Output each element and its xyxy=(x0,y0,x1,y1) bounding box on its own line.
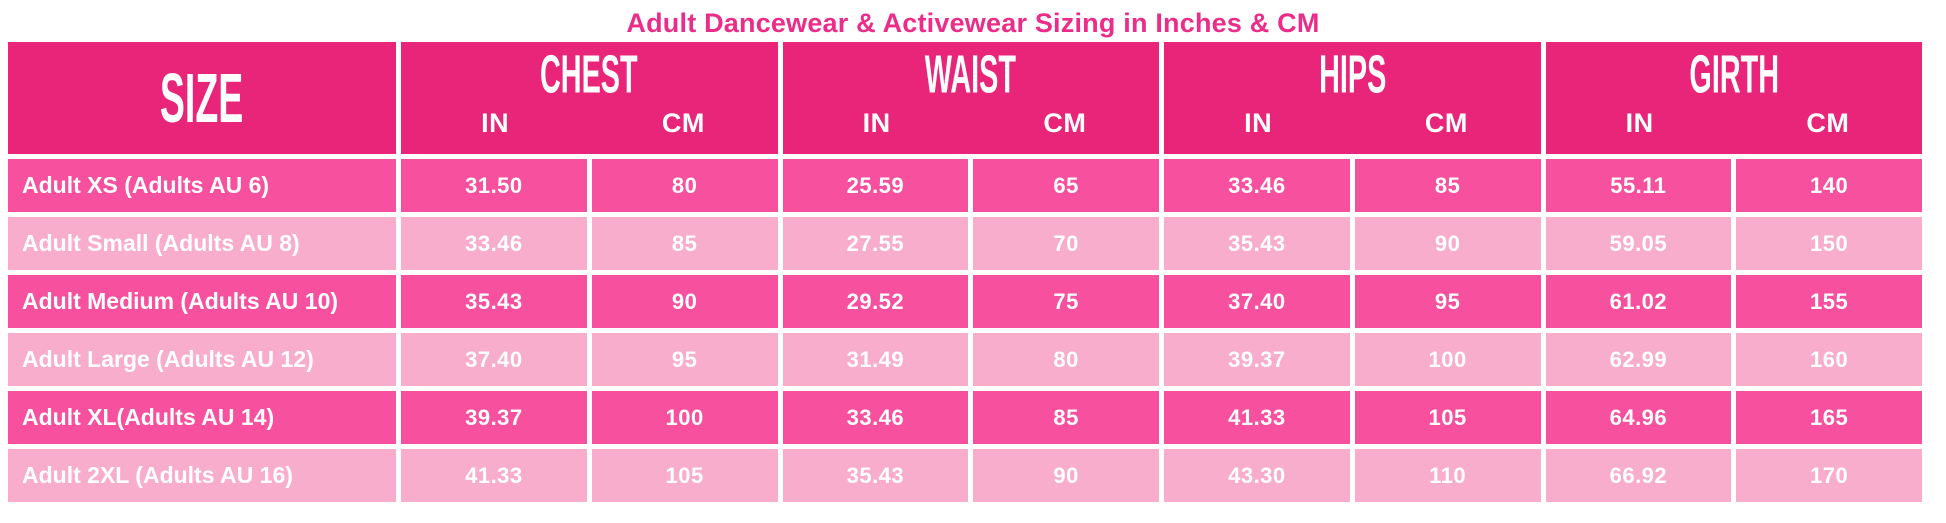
row-0-girth-in: 55.11 xyxy=(1545,159,1732,212)
row-2-chest-in: 35.43 xyxy=(401,275,587,328)
row-1-girth-cm: 150 xyxy=(1736,217,1922,270)
header-waist-label: WAIST xyxy=(925,44,1017,105)
row-0-hips-cm: 85 xyxy=(1354,159,1541,212)
sizing-table: SIZE CHEST IN CM WAIST IN CM HIPS xyxy=(8,42,1922,502)
row-0-waist-in: 25.59 xyxy=(782,159,969,212)
header-waist-in: IN xyxy=(862,108,891,138)
row-4-girth-cm: 165 xyxy=(1736,391,1922,444)
row-3-waist-cm: 80 xyxy=(973,333,1159,386)
row-3-girth-cm: 160 xyxy=(1736,333,1922,386)
header-size-label: SIZE xyxy=(160,58,244,138)
row-4-waist-in: 33.46 xyxy=(782,391,969,444)
row-5-waist-cm: 90 xyxy=(973,449,1159,502)
row-3-waist-in: 31.49 xyxy=(782,333,969,386)
row-1-chest-cm: 85 xyxy=(591,217,778,270)
header-chest-label: CHEST xyxy=(540,44,639,105)
row-4-chest-in: 39.37 xyxy=(401,391,587,444)
row-1-hips-cm: 90 xyxy=(1354,217,1541,270)
row-2-waist-in: 29.52 xyxy=(782,275,969,328)
row-2-girth-cm: 155 xyxy=(1736,275,1922,328)
page-title: Adult Dancewear & Activewear Sizing in I… xyxy=(626,8,1320,38)
row-1-hips-in: 35.43 xyxy=(1164,217,1350,270)
row-2-chest-cm: 90 xyxy=(591,275,778,328)
row-5-hips-in: 43.30 xyxy=(1164,449,1350,502)
header-size: SIZE xyxy=(8,42,396,154)
row-3-hips-in: 39.37 xyxy=(1164,333,1350,386)
row-0-girth-cm: 140 xyxy=(1736,159,1922,212)
header-chest-cm: CM xyxy=(661,108,705,138)
header-girth-in: IN xyxy=(1625,108,1654,138)
row-5-chest-cm: 105 xyxy=(591,449,778,502)
header-chest-in: IN xyxy=(481,108,510,138)
row-1-size-label: Adult Small (Adults AU 8) xyxy=(8,217,396,270)
row-4-chest-cm: 100 xyxy=(591,391,778,444)
row-3-size-label: Adult Large (Adults AU 12) xyxy=(8,333,396,386)
header-hips-in: IN xyxy=(1244,108,1273,138)
row-1-waist-cm: 70 xyxy=(973,217,1159,270)
row-2-size-label: Adult Medium (Adults AU 10) xyxy=(8,275,396,328)
row-4-size-label: Adult XL(Adults AU 14) xyxy=(8,391,396,444)
row-2-waist-cm: 75 xyxy=(973,275,1159,328)
row-1-chest-in: 33.46 xyxy=(401,217,587,270)
row-3-chest-in: 37.40 xyxy=(401,333,587,386)
header-waist-cm: CM xyxy=(1043,108,1087,138)
header-hips-cm: CM xyxy=(1424,108,1468,138)
row-5-size-label: Adult 2XL (Adults AU 16) xyxy=(8,449,396,502)
row-5-chest-in: 41.33 xyxy=(401,449,587,502)
row-5-girth-cm: 170 xyxy=(1736,449,1922,502)
row-3-hips-cm: 100 xyxy=(1354,333,1541,386)
row-5-waist-in: 35.43 xyxy=(782,449,969,502)
row-5-hips-cm: 110 xyxy=(1354,449,1541,502)
row-4-waist-cm: 85 xyxy=(973,391,1159,444)
row-4-girth-in: 64.96 xyxy=(1545,391,1732,444)
header-group-chest: CHEST IN CM xyxy=(401,42,778,154)
row-2-girth-in: 61.02 xyxy=(1545,275,1732,328)
header-group-waist: WAIST IN CM xyxy=(782,42,1159,154)
row-4-hips-cm: 105 xyxy=(1354,391,1541,444)
row-0-chest-in: 31.50 xyxy=(401,159,587,212)
row-0-chest-cm: 80 xyxy=(591,159,778,212)
header-girth-label: GIRTH xyxy=(1688,44,1779,105)
row-5-girth-in: 66.92 xyxy=(1545,449,1732,502)
row-4-hips-in: 41.33 xyxy=(1164,391,1350,444)
header-girth-cm: CM xyxy=(1806,108,1850,138)
row-0-size-label: Adult XS (Adults AU 6) xyxy=(8,159,396,212)
row-0-waist-cm: 65 xyxy=(973,159,1159,212)
header-group-hips: HIPS IN CM xyxy=(1164,42,1541,154)
row-1-waist-in: 27.55 xyxy=(782,217,969,270)
row-2-hips-cm: 95 xyxy=(1354,275,1541,328)
row-1-girth-in: 59.05 xyxy=(1545,217,1732,270)
header-hips-label: HIPS xyxy=(1318,44,1386,105)
row-3-chest-cm: 95 xyxy=(591,333,778,386)
header-group-girth: GIRTH IN CM xyxy=(1545,42,1922,154)
row-3-girth-in: 62.99 xyxy=(1545,333,1732,386)
row-0-hips-in: 33.46 xyxy=(1164,159,1350,212)
row-2-hips-in: 37.40 xyxy=(1164,275,1350,328)
